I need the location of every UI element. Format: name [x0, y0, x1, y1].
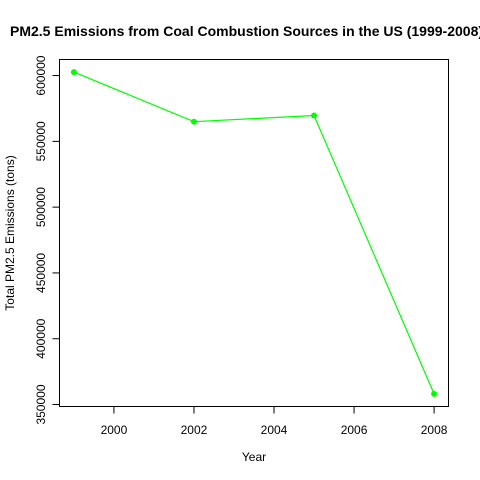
y-tick-label: 550000	[34, 121, 48, 161]
x-tick-label: 2006	[341, 423, 368, 437]
data-point	[190, 118, 197, 125]
data-point	[431, 390, 438, 397]
x-axis-label: Year	[242, 450, 266, 464]
data-point	[311, 112, 318, 119]
data-point	[70, 69, 77, 76]
y-tick-label: 350000	[34, 384, 48, 424]
x-tick-label: 2008	[421, 423, 448, 437]
series-line	[73, 71, 435, 395]
series-layer	[70, 69, 438, 397]
y-tick-label: 400000	[34, 318, 48, 358]
y-axis: 350000 400000 450000 500000 550000 600000	[34, 55, 60, 425]
x-tick-label: 2000	[101, 423, 128, 437]
y-axis-label: Total PM2.5 Emissions (tons)	[3, 155, 17, 310]
x-tick-label: 2002	[181, 423, 208, 437]
y-tick-label: 500000	[34, 187, 48, 227]
plot-frame	[59, 59, 449, 407]
x-tick-label: 2004	[261, 423, 288, 437]
y-tick-label: 600000	[34, 55, 48, 95]
y-tick-label: 450000	[34, 253, 48, 293]
x-axis: 2000 2002 2004 2006 2008	[101, 406, 448, 437]
chart-title: PM2.5 Emissions from Coal Combustion Sou…	[10, 23, 480, 39]
